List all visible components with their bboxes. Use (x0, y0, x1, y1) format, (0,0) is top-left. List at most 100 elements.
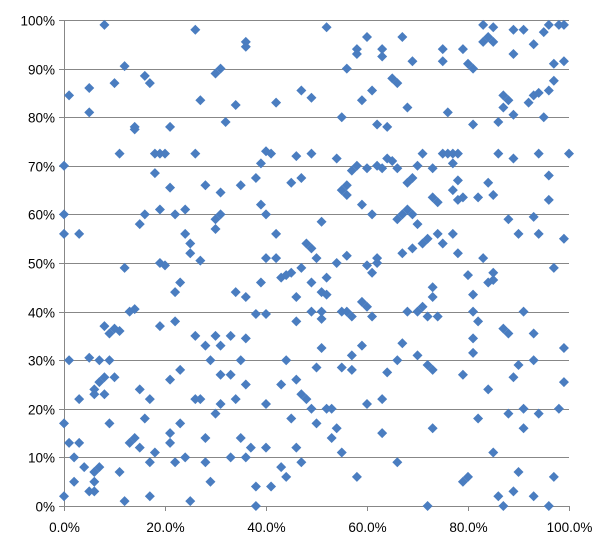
data-point (452, 148, 463, 159)
data-point (230, 100, 241, 111)
data-point (407, 172, 418, 183)
data-point (210, 330, 221, 341)
data-point (316, 306, 327, 317)
data-point (351, 160, 362, 171)
data-point (543, 194, 554, 205)
data-point (331, 258, 342, 268)
data-point (165, 121, 176, 132)
data-point (306, 148, 317, 159)
data-point (422, 233, 433, 244)
data-point (200, 340, 211, 351)
y-tick-label: 40% (28, 306, 55, 321)
data-point (488, 267, 499, 278)
y-tick-label: 20% (28, 403, 55, 418)
data-point (160, 148, 170, 159)
data-point (473, 413, 484, 424)
data-point (215, 398, 226, 409)
data-point (457, 369, 468, 380)
data-point (387, 155, 398, 166)
data-point (468, 333, 479, 344)
data-point (255, 158, 266, 169)
data-point (488, 189, 499, 200)
data-point (356, 199, 367, 210)
data-point (200, 180, 211, 191)
data-point (316, 343, 327, 354)
data-point (281, 471, 292, 482)
data-point (356, 95, 367, 106)
data-point (255, 199, 266, 210)
data-point (129, 432, 140, 443)
data-point (210, 68, 221, 79)
data-point (558, 343, 569, 354)
data-point (548, 262, 559, 273)
data-point (377, 44, 388, 55)
data-point (341, 189, 352, 200)
data-point (271, 228, 282, 239)
data-point (331, 153, 342, 164)
data-point (518, 403, 529, 414)
data-point (119, 61, 130, 72)
data-point (362, 301, 372, 312)
data-point (215, 209, 226, 220)
data-point (493, 117, 504, 128)
data-point (185, 248, 196, 259)
data-point (149, 148, 160, 159)
data-point (286, 267, 297, 278)
data-point (134, 442, 145, 453)
data-point (109, 78, 120, 89)
data-point (553, 403, 564, 414)
data-point (79, 462, 90, 473)
data-point (250, 501, 261, 511)
data-point (508, 109, 519, 120)
data-point (362, 32, 372, 43)
data-point (195, 95, 206, 106)
data-point (99, 19, 110, 30)
data-point (59, 491, 69, 502)
data-point (286, 177, 297, 188)
data-point (397, 248, 408, 259)
data-point (513, 228, 524, 239)
data-point (261, 253, 271, 264)
data-point (473, 192, 484, 203)
data-point (210, 223, 221, 234)
data-point (195, 394, 206, 405)
data-point (533, 148, 544, 159)
data-point (89, 389, 100, 400)
data-point (190, 148, 201, 159)
data-point (291, 151, 302, 162)
data-point (336, 447, 347, 458)
data-point (498, 501, 509, 511)
data-point (558, 56, 569, 67)
data-point (306, 306, 317, 317)
data-point (144, 78, 155, 89)
data-point (508, 24, 519, 35)
data-point (468, 119, 479, 130)
data-point (190, 394, 201, 405)
data-point (250, 481, 261, 492)
data-point (170, 209, 181, 220)
data-point (412, 219, 423, 230)
data-point (180, 452, 191, 463)
data-point (432, 197, 443, 208)
data-point (139, 209, 150, 220)
data-point (190, 24, 201, 35)
data-point (513, 466, 524, 477)
data-point (114, 326, 125, 337)
data-point (478, 19, 489, 30)
data-point (402, 306, 413, 317)
data-point (266, 148, 277, 159)
data-point (447, 148, 458, 159)
data-point (533, 87, 544, 98)
data-point (397, 32, 408, 43)
data-point (306, 277, 317, 288)
data-point (351, 44, 362, 55)
data-point (548, 471, 559, 482)
data-point (175, 277, 186, 288)
y-tick-labels: 0% 10% 20% 30% 40% 50% 60% 70% 80% 90% 100% (20, 14, 55, 515)
data-point (447, 185, 458, 196)
data-point (215, 369, 226, 380)
data-point (205, 476, 216, 487)
data-point (59, 160, 69, 171)
data-point (362, 398, 372, 409)
data-point (321, 22, 332, 33)
